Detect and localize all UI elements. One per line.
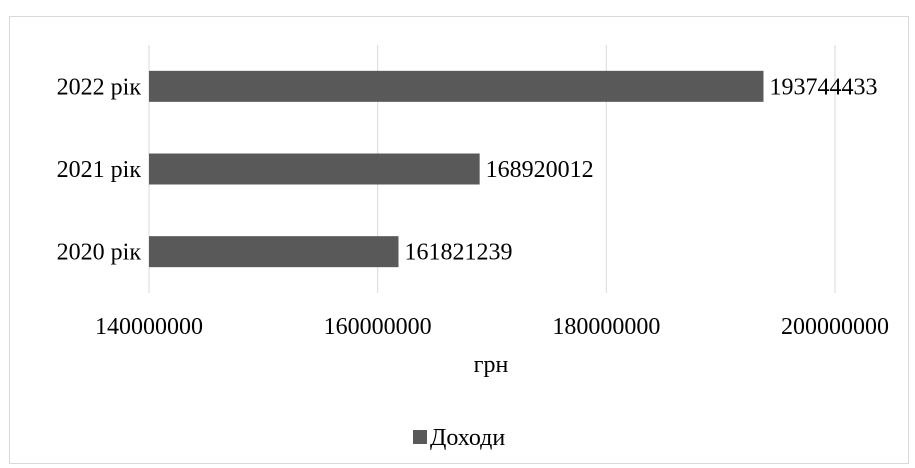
data-label: 161821239: [404, 240, 512, 266]
category-labels: 2020 рік 2021 рік 2022 рік: [57, 74, 142, 265]
bars: [149, 70, 764, 268]
category-label: 2021 рік: [57, 157, 142, 183]
x-tick-label: 140000000: [95, 314, 203, 340]
bar: [149, 236, 399, 268]
legend-swatch-dokhody: [413, 430, 427, 444]
category-label: 2020 рік: [57, 240, 142, 266]
data-labels: 161821239 168920012 193744433: [404, 74, 877, 265]
legend: Доходи: [413, 425, 505, 451]
bar: [149, 70, 764, 102]
x-tick-label: 200000000: [781, 314, 889, 340]
x-tick-labels: 140000000 160000000 180000000 200000000: [95, 314, 889, 340]
data-label: 193744433: [769, 74, 877, 100]
bar: [149, 153, 480, 185]
data-label: 168920012: [486, 157, 594, 183]
x-axis-title: грн: [474, 352, 509, 378]
legend-label-dokhody: Доходи: [430, 425, 505, 451]
category-label: 2022 рік: [57, 74, 142, 100]
x-tick-label: 180000000: [552, 314, 660, 340]
x-tick-label: 160000000: [324, 314, 432, 340]
